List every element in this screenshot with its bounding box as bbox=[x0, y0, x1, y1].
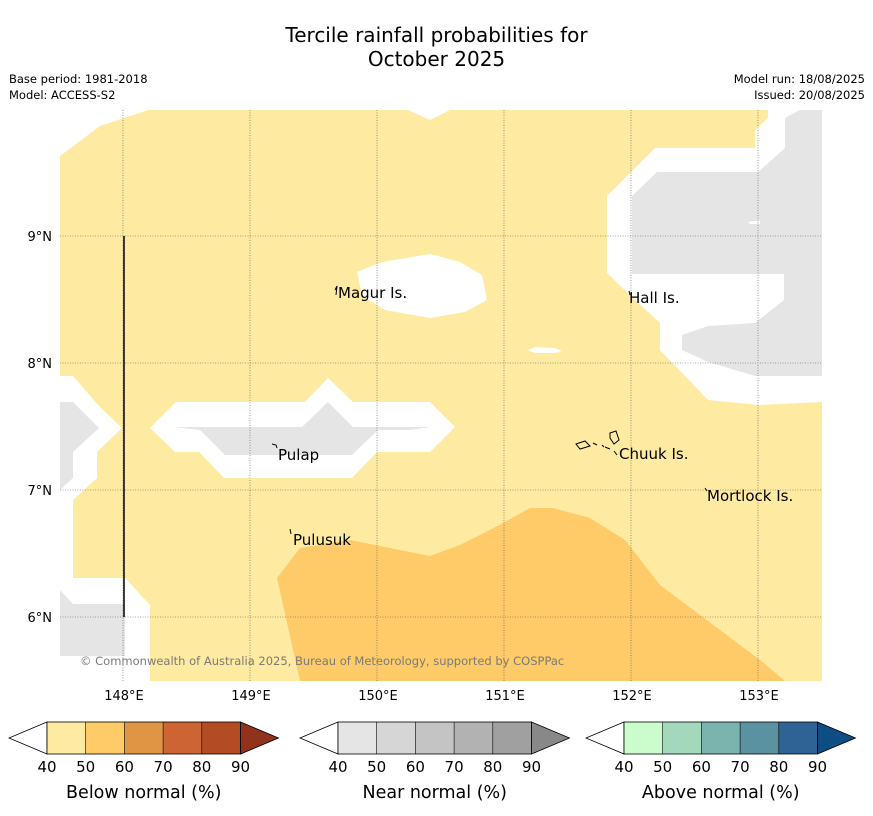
above-normal-swatch bbox=[624, 722, 663, 754]
copyright-text: © Commonwealth of Australia 2025, Bureau… bbox=[80, 654, 564, 668]
island-labels: Magur Is. Hall Is. Pulap Chuuk Is. Mortl… bbox=[278, 284, 793, 549]
map-plot: © Commonwealth of Australia 2025, Bureau… bbox=[60, 110, 822, 681]
above-normal-swatch bbox=[701, 722, 741, 754]
base-period-text: Base period: 1981-2018 bbox=[9, 72, 148, 86]
below-normal-extend-high bbox=[240, 721, 280, 755]
near-normal-swatch bbox=[492, 722, 532, 754]
near-normal-extend-high bbox=[531, 721, 571, 755]
below-normal-tick-label: 50 bbox=[76, 758, 95, 776]
above-normal-swatch bbox=[740, 722, 779, 754]
island-pulusuk bbox=[289, 528, 292, 535]
below-normal-extend-low bbox=[7, 721, 48, 755]
near-normal-tick-label: 40 bbox=[328, 758, 347, 776]
lon-tick-152: 152°E bbox=[612, 689, 652, 704]
below-normal-label: Below normal (%) bbox=[66, 783, 221, 803]
lon-tick-149: 149°E bbox=[231, 689, 271, 704]
below-normal-tick-label: 40 bbox=[37, 758, 56, 776]
above-normal-tick-label: 40 bbox=[614, 758, 633, 776]
model-text: Model: ACCESS-S2 bbox=[9, 88, 116, 102]
below-normal-50-60-region bbox=[277, 508, 822, 681]
near-normal-colorbar: 40 50 60 70 80 90 Near normal (%) bbox=[298, 721, 571, 803]
below-normal-40-50-region bbox=[60, 110, 822, 681]
island-label-hall: Hall Is. bbox=[629, 289, 680, 307]
island-label-mortlock: Mortlock Is. bbox=[707, 487, 793, 505]
issued-text: Issued: 20/08/2025 bbox=[754, 88, 865, 102]
model-run-text: Model run: 18/08/2025 bbox=[733, 72, 865, 86]
legends: 40 50 60 70 80 90 Below normal (%) 40 50 60 70 80 90… bbox=[7, 721, 857, 803]
island-label-magur: Magur Is. bbox=[338, 284, 407, 302]
near-normal-40-50-northeast bbox=[632, 110, 822, 376]
above-normal-extend-low bbox=[584, 721, 625, 755]
island-magur bbox=[334, 285, 338, 296]
below-normal-swatch bbox=[163, 722, 202, 754]
above-normal-colorbar: 40 50 60 70 80 90 Above normal (%) bbox=[584, 721, 857, 803]
above-normal-tick-label: 80 bbox=[769, 758, 788, 776]
lat-tick-8: 8°N bbox=[28, 357, 53, 372]
above-normal-extend-high bbox=[817, 721, 857, 755]
near-normal-tick-label: 50 bbox=[367, 758, 386, 776]
below-normal-colorbar: 40 50 60 70 80 90 Below normal (%) bbox=[7, 721, 280, 803]
near-normal-tick-label: 60 bbox=[406, 758, 425, 776]
below-normal-swatch bbox=[201, 722, 241, 754]
island-hall bbox=[628, 290, 631, 296]
lat-tick-6: 6°N bbox=[28, 611, 53, 626]
near-normal-40-50-west bbox=[60, 402, 99, 490]
near-normal-label: Near normal (%) bbox=[362, 783, 507, 803]
near-normal-extend-low bbox=[298, 721, 339, 755]
lon-tick-150: 150°E bbox=[358, 689, 398, 704]
near-normal-tick-label: 70 bbox=[445, 758, 464, 776]
white-gap-northeast bbox=[748, 220, 760, 224]
island-chuuk bbox=[575, 430, 620, 456]
below-normal-tick-label: 90 bbox=[231, 758, 250, 776]
near-normal-tick-label: 90 bbox=[522, 758, 541, 776]
longitude-labels: 148°E 149°E 150°E 151°E 152°E 153°E bbox=[104, 689, 779, 704]
near-normal-40-50-southwest bbox=[60, 590, 125, 656]
island-label-pulusuk: Pulusuk bbox=[293, 531, 351, 549]
below-normal-swatch bbox=[124, 722, 164, 754]
lat-tick-7: 7°N bbox=[28, 484, 53, 499]
map-title-line2: October 2025 bbox=[367, 47, 506, 71]
below-normal-tick-label: 70 bbox=[154, 758, 173, 776]
lon-tick-153: 153°E bbox=[739, 689, 779, 704]
white-blob-magur bbox=[357, 254, 487, 318]
near-normal-swatch bbox=[338, 722, 377, 754]
above-normal-tick-label: 90 bbox=[808, 758, 827, 776]
latitude-labels: 9°N 8°N 7°N 6°N bbox=[28, 230, 53, 626]
above-normal-tick-label: 50 bbox=[653, 758, 672, 776]
above-normal-tick-label: 70 bbox=[731, 758, 750, 776]
map-title-line1: Tercile rainfall probabilities for bbox=[285, 23, 588, 47]
graticule bbox=[60, 110, 822, 681]
near-normal-swatch bbox=[415, 722, 455, 754]
below-normal-swatch bbox=[85, 722, 125, 754]
white-blob-small bbox=[528, 347, 562, 353]
below-normal-tick-label: 60 bbox=[115, 758, 134, 776]
lon-tick-151: 151°E bbox=[485, 689, 525, 704]
lat-tick-9: 9°N bbox=[28, 230, 53, 245]
above-normal-tick-label: 60 bbox=[692, 758, 711, 776]
island-pulap bbox=[271, 443, 278, 449]
below-normal-swatch bbox=[47, 722, 86, 754]
near-normal-swatch bbox=[376, 722, 416, 754]
above-normal-swatch bbox=[778, 722, 818, 754]
meta-left: Base period: 1981-2018 Model: ACCESS-S2 bbox=[9, 71, 148, 103]
above-normal-label: Above normal (%) bbox=[642, 783, 800, 803]
island-outlines bbox=[271, 285, 708, 535]
island-mortlock bbox=[704, 487, 708, 492]
meta-right: Model run: 18/08/2025 Issued: 20/08/2025 bbox=[734, 71, 865, 103]
island-label-pulap: Pulap bbox=[278, 446, 319, 464]
island-label-chuuk: Chuuk Is. bbox=[619, 445, 688, 463]
below-normal-tick-label: 80 bbox=[192, 758, 211, 776]
near-normal-swatch bbox=[454, 722, 493, 754]
near-normal-tick-label: 80 bbox=[483, 758, 502, 776]
above-normal-swatch bbox=[662, 722, 702, 754]
near-normal-40-50-pulap bbox=[174, 402, 430, 455]
lon-tick-148: 148°E bbox=[104, 689, 144, 704]
